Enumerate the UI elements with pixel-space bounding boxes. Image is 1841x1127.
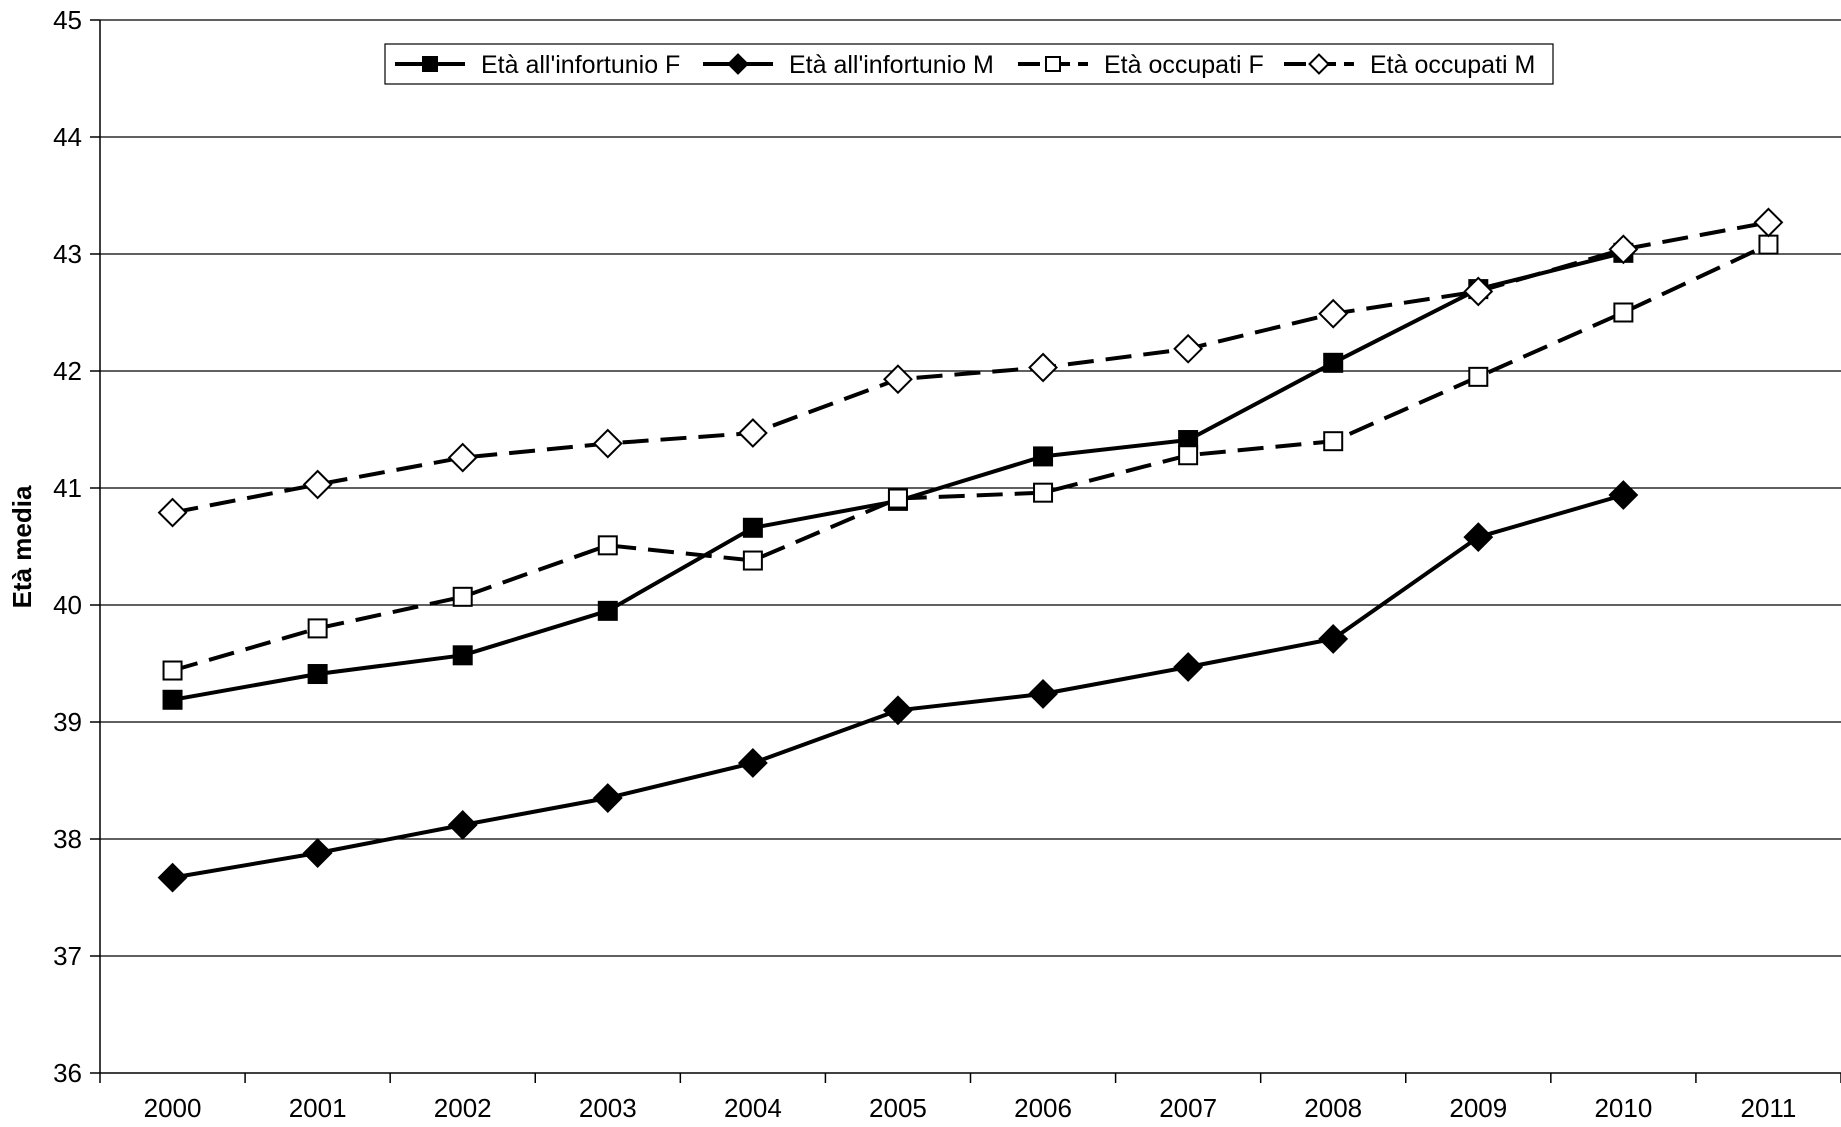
data-point [162,689,183,710]
data-point [727,53,749,75]
y-tick-label: 43 [53,239,82,269]
legend-label: Età all'infortunio F [481,51,680,79]
data-point [307,664,328,685]
legend-label: Età all'infortunio M [789,51,994,79]
series-layer [157,207,1784,893]
data-point [1613,302,1634,323]
data-point [1463,276,1494,307]
y-tick-label: 39 [53,707,82,737]
series-2 [157,480,1639,893]
axes: 36 37 38 39 40 41 42 43 44 45 2000 2001 2002 2003 2004… [53,5,1841,1123]
legend-entry: Età all'infortunio M [703,51,994,79]
data-point [452,645,473,666]
y-tick-label: 40 [53,590,82,620]
data-point [302,469,333,500]
data-point [447,810,478,840]
data-point [742,550,763,571]
series-line [172,250,1624,702]
legend-entry: Età occupati F [1018,51,1264,79]
x-tick-label: 2000 [144,1093,202,1122]
data-point [302,838,333,868]
legend-entry: Età all'infortunio F [395,51,680,79]
data-point [1753,207,1784,238]
x-tick-label: 2004 [724,1093,782,1122]
data-point [742,517,763,538]
data-point [887,488,908,509]
y-tick-label: 44 [53,122,82,152]
data-point [737,418,768,448]
data-point [1318,298,1349,329]
x-tick-label: 2002 [434,1093,492,1122]
data-point [1308,53,1330,75]
x-tick-label: 2006 [1014,1093,1072,1122]
series-line [171,242,1770,673]
data-point [1323,431,1344,452]
series-line [172,220,1769,515]
legend-label: Età occupati M [1370,51,1535,79]
y-tick-label: 41 [53,473,82,503]
series-1 [162,242,1634,710]
data-point [592,428,623,459]
x-tick-label: 2003 [579,1093,637,1122]
data-point [1178,445,1199,466]
data-point [1608,234,1639,265]
legend-box [384,43,1554,85]
data-point [452,586,473,607]
data-point [307,618,328,639]
data-point [1173,652,1204,682]
gridlines [100,19,1841,957]
x-tick-label: 2001 [289,1093,347,1122]
data-point [1033,482,1054,503]
data-point [1028,352,1058,383]
data-point [883,364,913,395]
data-point [597,535,618,556]
data-point [1173,333,1204,364]
data-point [597,600,618,621]
legend-entry: Età occupati M [1284,51,1535,79]
x-tick-label: 2011 [1740,1093,1796,1122]
y-tick-label: 38 [53,824,82,854]
data-point [1463,522,1494,553]
data-point [157,497,188,528]
data-point [737,748,768,778]
series-3 [162,234,1779,681]
data-point [592,783,623,813]
y-tick-label: 37 [53,941,82,971]
x-tick-label: 2008 [1304,1093,1362,1122]
data-point [1318,624,1349,654]
data-point [1028,679,1058,709]
y-tick-label: 42 [53,356,82,386]
legend-label: Età occupati F [1104,51,1264,79]
data-point [1323,352,1344,373]
legend: Età all'infortunio F Età all'infortunio M… [384,43,1554,85]
data-point [422,56,438,72]
x-tick-label: 2007 [1159,1093,1217,1122]
x-tick-label: 2009 [1449,1093,1507,1122]
data-point [883,695,913,726]
data-point [1468,366,1489,387]
series-line [172,493,1624,880]
data-point [1608,480,1639,510]
y-axis-title: Età media [7,485,37,608]
series-4 [157,207,1784,528]
data-point [162,660,183,681]
data-point [1033,446,1054,467]
data-point [157,862,188,893]
data-point [447,442,478,473]
data-point [1045,56,1061,72]
x-tick-label: 2005 [869,1093,927,1122]
y-tick-label: 45 [53,5,82,35]
data-point [1758,234,1779,255]
y-tick-label: 36 [53,1058,82,1088]
x-tick-label: 2010 [1594,1093,1652,1122]
